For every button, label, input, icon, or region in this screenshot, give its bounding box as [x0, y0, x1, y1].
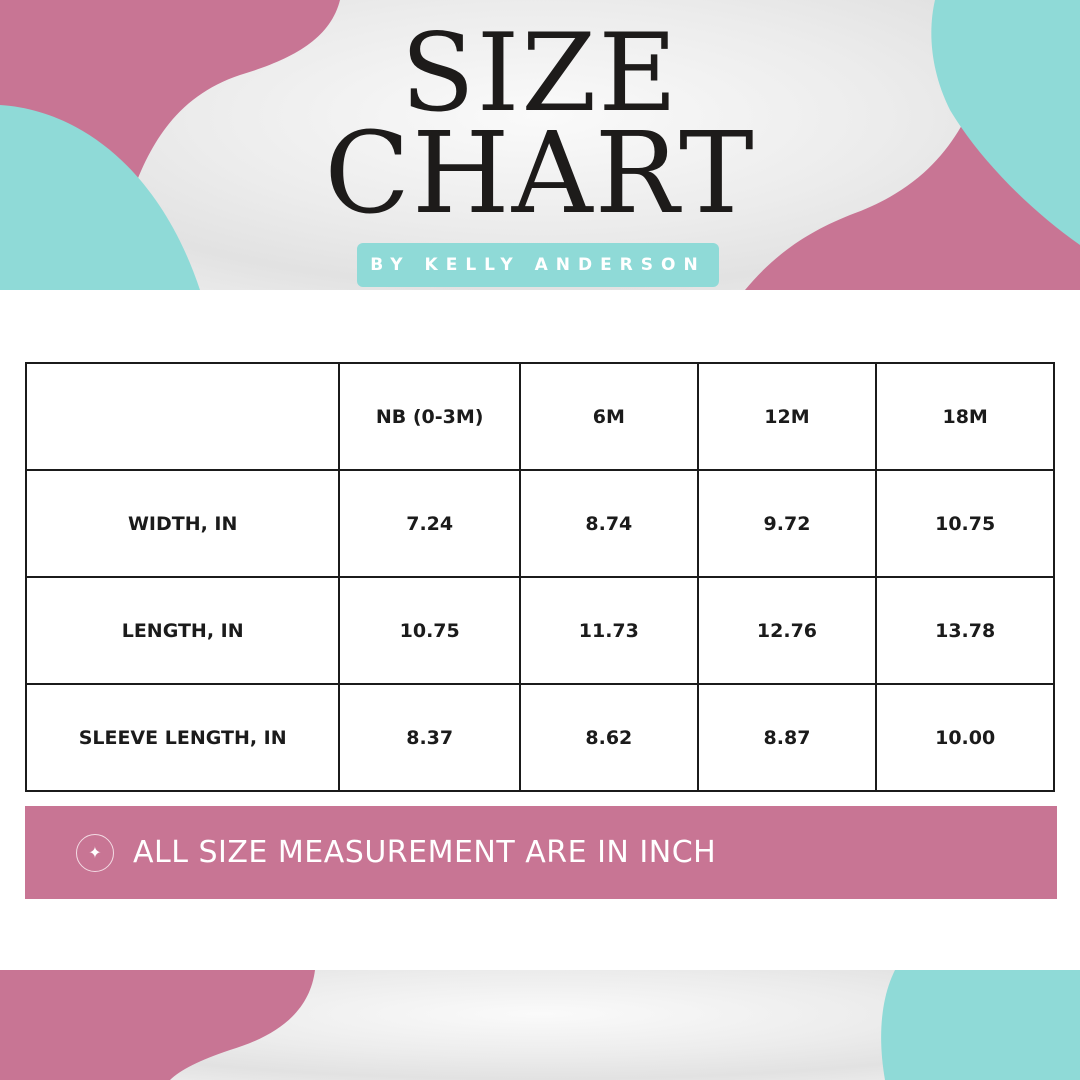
table-cell: 7.24 [338, 469, 521, 578]
table-cell: 13.78 [875, 576, 1055, 685]
row-label: WIDTH, IN [24, 469, 341, 578]
table-cell: 11.73 [519, 576, 699, 685]
title-line-2: CHART [324, 109, 756, 239]
table-cell: 10.00 [875, 683, 1055, 792]
row-label: SLEEVE LENGTH, IN [24, 683, 341, 792]
table-cell: 8.62 [519, 683, 699, 792]
header-cell: 18M [875, 362, 1055, 471]
size-table: NB (0-3M) 6M 12M 18M WIDTH, IN 7.24 8.74… [24, 362, 1055, 792]
table-cell: 10.75 [338, 576, 521, 685]
header-cell [24, 362, 341, 471]
table-header-row: NB (0-3M) 6M 12M 18M [24, 362, 1055, 471]
header-cell: 6M [519, 362, 699, 471]
table-cell: 10.75 [875, 469, 1055, 578]
pink-blob-bottom-left [0, 970, 315, 1080]
row-label: LENGTH, IN [24, 576, 341, 685]
sparkle-icon: ✦ [76, 833, 114, 872]
measurement-note-text: ALL SIZE MEASUREMENT ARE IN INCH [133, 835, 717, 870]
header-cell: 12M [696, 362, 878, 471]
header-cell: NB (0-3M) [338, 362, 521, 471]
byline-badge: BY KELLY ANDERSON [357, 243, 719, 287]
table-row: WIDTH, IN 7.24 8.74 9.72 10.75 [24, 469, 1055, 578]
table-row: LENGTH, IN 10.75 11.73 12.76 13.78 [24, 576, 1055, 685]
measurement-note-banner: ✦ ALL SIZE MEASUREMENT ARE IN INCH [25, 806, 1057, 899]
table-cell: 8.37 [338, 683, 521, 792]
teal-blob-top-left [0, 105, 200, 290]
table-row: SLEEVE LENGTH, IN 8.37 8.62 8.87 10.00 [24, 683, 1055, 792]
teal-blob-bottom-right [881, 970, 1080, 1080]
table-cell: 8.74 [519, 469, 699, 578]
title-line-1: SIZE [400, 11, 680, 136]
table-cell: 9.72 [696, 469, 878, 578]
table-cell: 12.76 [696, 576, 878, 685]
table-cell: 8.87 [696, 683, 878, 792]
teal-blob-top-right [931, 0, 1080, 245]
